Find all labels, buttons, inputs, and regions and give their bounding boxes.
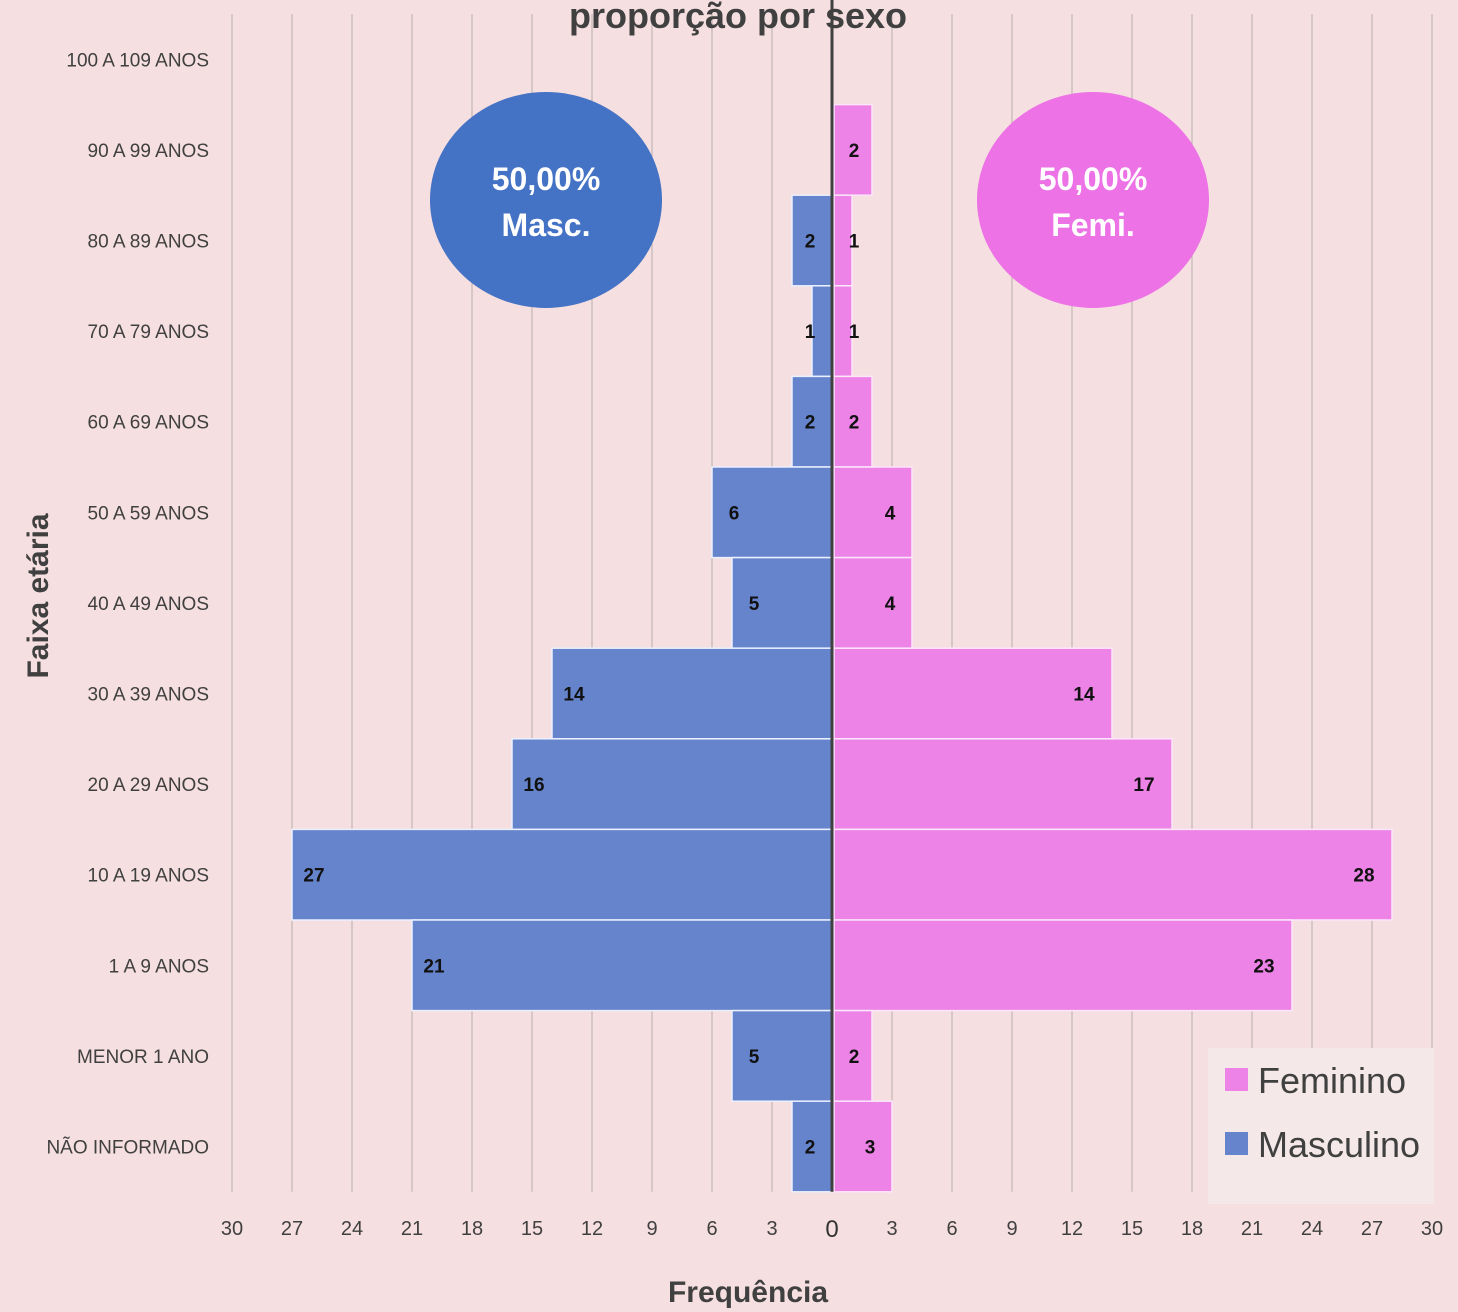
- data-label-masculino: 21: [423, 956, 445, 977]
- bar-masculino: [791, 194, 833, 287]
- bar-feminino: [833, 466, 913, 559]
- category-label: 80 A 89 ANOS: [88, 232, 209, 253]
- bars: [291, 103, 1393, 1193]
- x-tick-label: 24: [341, 1218, 363, 1240]
- category-label: 40 A 49 ANOS: [88, 594, 209, 615]
- data-label-masculino: 27: [303, 866, 324, 887]
- x-tick-label: 15: [521, 1218, 543, 1240]
- x-tick-labels: 30 27 24 21 18 15 12 9 6 3 0 3 6 9 12 15 18 21 24 27 30: [221, 1216, 1443, 1243]
- x-tick-label: 12: [1061, 1218, 1083, 1240]
- legend-swatch-feminino: [1225, 1068, 1248, 1091]
- data-label-feminino: 1: [849, 232, 860, 253]
- data-label-feminino: 3: [865, 1138, 876, 1159]
- proportion-bubble-masculino: [430, 92, 662, 308]
- x-tick-label: 0: [825, 1216, 838, 1243]
- bar-feminino: [833, 375, 873, 468]
- category-label: 20 A 29 ANOS: [88, 775, 209, 796]
- data-label-feminino: 2: [849, 413, 860, 434]
- category-label: 60 A 69 ANOS: [88, 413, 209, 434]
- x-tick-label: 21: [1241, 1218, 1263, 1240]
- bar-feminino: [833, 828, 1393, 921]
- category-label: 100 A 109 ANOS: [66, 50, 209, 71]
- bar-masculino: [791, 375, 833, 468]
- bar-feminino: [833, 647, 1113, 740]
- x-tick-label: 3: [766, 1218, 777, 1240]
- legend: Feminino Masculino: [1208, 1048, 1434, 1204]
- x-tick-label: 6: [946, 1218, 957, 1240]
- data-label-masculino: 2: [805, 1138, 816, 1159]
- proportion-bubble-text: 50,00%: [492, 161, 601, 197]
- x-tick-label: 27: [1361, 1218, 1383, 1240]
- category-labels: 100 A 109 ANOS 90 A 99 ANOS 80 A 89 ANOS 70…: [46, 50, 209, 1158]
- data-label-masculino: 5: [749, 1047, 760, 1068]
- category-label: 1 A 9 ANOS: [109, 956, 209, 977]
- category-label: 10 A 19 ANOS: [88, 866, 209, 887]
- x-tick-label: 21: [401, 1218, 423, 1240]
- data-label-feminino: 4: [885, 503, 896, 524]
- x-tick-label: 3: [886, 1218, 897, 1240]
- x-tick-label: 18: [1181, 1218, 1203, 1240]
- legend-label-masculino: Masculino: [1258, 1124, 1420, 1165]
- bar-feminino: [833, 103, 873, 196]
- x-tick-label: 9: [1006, 1218, 1017, 1240]
- x-tick-label: 27: [281, 1218, 303, 1240]
- x-tick-label: 24: [1301, 1218, 1323, 1240]
- sex-proportion-bubbles: 50,00% Masc. 50,00% Femi.: [430, 92, 1209, 308]
- data-label-feminino: 2: [849, 1047, 860, 1068]
- bar-feminino: [833, 738, 1173, 831]
- data-label-feminino: 1: [849, 322, 860, 343]
- data-label-feminino: 4: [885, 594, 896, 615]
- x-tick-label: 30: [221, 1218, 243, 1240]
- category-label: 50 A 59 ANOS: [88, 503, 209, 524]
- bar-masculino: [411, 919, 833, 1012]
- bar-feminino: [833, 1009, 873, 1102]
- bar-masculino: [791, 1100, 833, 1193]
- data-label-feminino: 14: [1073, 685, 1095, 706]
- x-tick-label: 9: [646, 1218, 657, 1240]
- x-tick-label: 30: [1421, 1218, 1443, 1240]
- x-tick-label: 15: [1121, 1218, 1143, 1240]
- data-label-masculino: 14: [563, 685, 585, 706]
- data-label-feminino: 23: [1253, 956, 1274, 977]
- x-tick-label: 18: [461, 1218, 483, 1240]
- proportion-bubble-text: Masc.: [502, 207, 591, 243]
- bar-feminino: [833, 556, 913, 649]
- data-label-masculino: 2: [805, 232, 816, 253]
- x-tick-label: 6: [706, 1218, 717, 1240]
- data-label-feminino: 28: [1353, 866, 1374, 887]
- category-label: NÃO INFORMADO: [46, 1137, 209, 1159]
- bar-masculino: [731, 556, 833, 649]
- bar-masculino: [551, 647, 833, 740]
- category-label: 90 A 99 ANOS: [88, 141, 209, 162]
- bar-masculino: [291, 828, 833, 921]
- y-axis-title: Faixa etária: [22, 513, 55, 678]
- data-label-masculino: 6: [729, 503, 740, 524]
- chart-title: proporção por sexo: [569, 0, 907, 36]
- data-label-masculino: 16: [523, 775, 544, 796]
- bar-masculino: [511, 738, 833, 831]
- bar-feminino: [833, 1100, 893, 1193]
- proportion-bubble-text: Femi.: [1051, 207, 1135, 243]
- proportion-bubble-text: 50,00%: [1039, 161, 1148, 197]
- bar-masculino: [731, 1009, 833, 1102]
- bar-feminino: [833, 919, 1293, 1012]
- legend-swatch-masculino: [1225, 1132, 1248, 1155]
- legend-label-feminino: Feminino: [1258, 1060, 1406, 1101]
- data-label-masculino: 1: [805, 322, 816, 343]
- proportion-bubble-feminino: [977, 92, 1209, 308]
- data-label-feminino: 2: [849, 141, 860, 162]
- category-label: 70 A 79 ANOS: [88, 322, 209, 343]
- category-label: 30 A 39 ANOS: [88, 685, 209, 706]
- data-label-feminino: 17: [1133, 775, 1154, 796]
- category-label: MENOR 1 ANO: [77, 1047, 209, 1068]
- x-axis-title: Frequência: [668, 1276, 828, 1309]
- data-label-masculino: 2: [805, 413, 816, 434]
- data-label-masculino: 5: [749, 594, 760, 615]
- x-tick-label: 12: [581, 1218, 603, 1240]
